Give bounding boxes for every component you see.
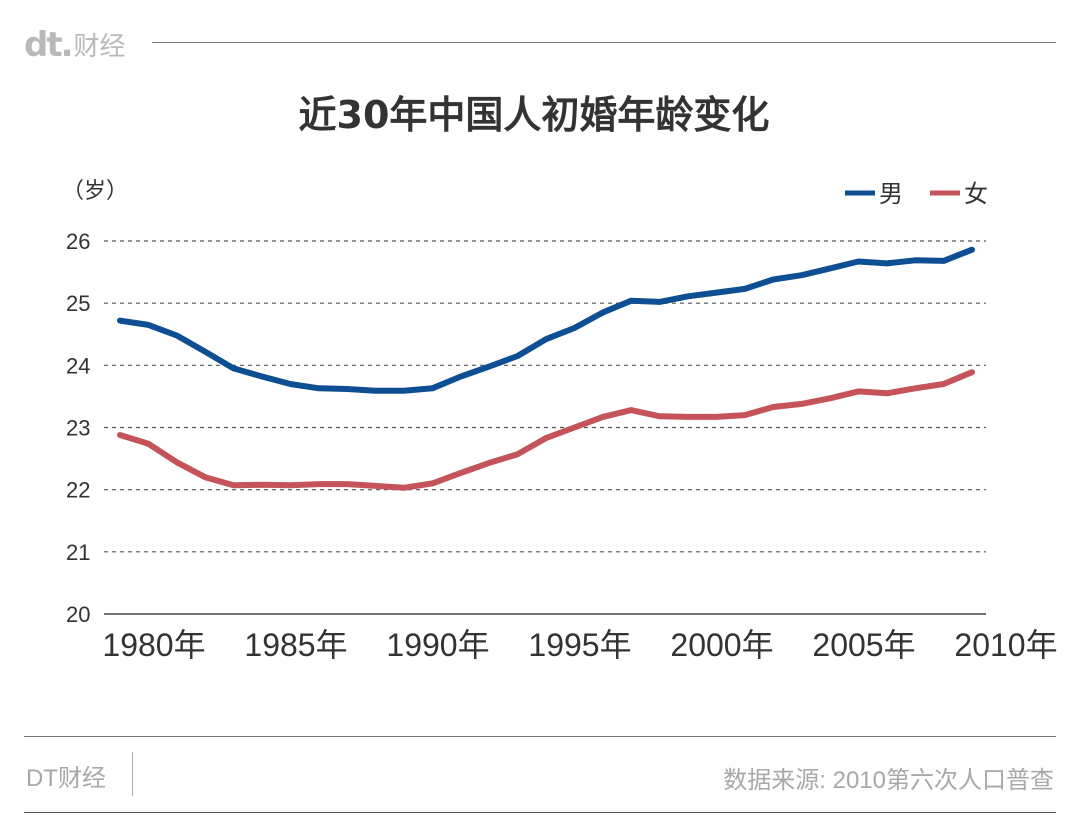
chart-title: 近30年中国人初婚年龄变化 <box>298 93 770 137</box>
x-tick-label-1985: 1985年 <box>244 627 347 663</box>
y-tick-label-21: 21 <box>66 540 90 565</box>
y-tick-label-23: 23 <box>66 416 90 441</box>
header-rule <box>152 42 1056 43</box>
tick-labels: 20 21 22 23 24 25 26 （岁） 1980年 1985年 1990年 1995年 200… <box>62 178 1058 663</box>
data-source: 数据来源: 2010第六次人口普查 <box>723 767 1054 794</box>
footer-rule-top <box>24 736 1056 737</box>
x-tick-label-1995: 1995年 <box>528 627 631 663</box>
legend-label-male: 男 <box>879 181 903 208</box>
logo-text: 财经 <box>73 32 126 62</box>
x-tick-label-2000: 2000年 <box>670 627 773 663</box>
x-tick-label-1980: 1980年 <box>102 627 205 663</box>
series-lines <box>117 246 975 491</box>
y-tick-label-24: 24 <box>66 353 90 378</box>
logo-mark: dt. <box>24 25 73 65</box>
x-tick-label-2010: 2010年 <box>954 627 1057 663</box>
x-tick-label-2005: 2005年 <box>812 627 915 663</box>
legend: 男女 <box>845 181 988 208</box>
y-tick-label-26: 26 <box>66 229 90 254</box>
legend-label-female: 女 <box>964 181 988 208</box>
series-line-female <box>117 369 975 491</box>
brand-logo: dt. 财经 <box>24 22 126 62</box>
series-line-male <box>117 246 975 394</box>
footer-divider <box>132 752 133 796</box>
y-tick-label-25: 25 <box>66 291 90 316</box>
y-tick-label-20: 20 <box>66 602 90 627</box>
footer-rule-bottom <box>24 812 1056 813</box>
y-tick-label-22: 22 <box>66 478 90 503</box>
y-unit-label: （岁） <box>62 178 128 203</box>
footer-brand: DT财经 <box>26 765 106 792</box>
line-chart: 20 21 22 23 24 25 26 （岁） 1980年 1985年 1990年 1995年 200… <box>62 178 1058 663</box>
x-tick-label-1990: 1990年 <box>386 627 489 663</box>
gridlines <box>104 240 986 553</box>
